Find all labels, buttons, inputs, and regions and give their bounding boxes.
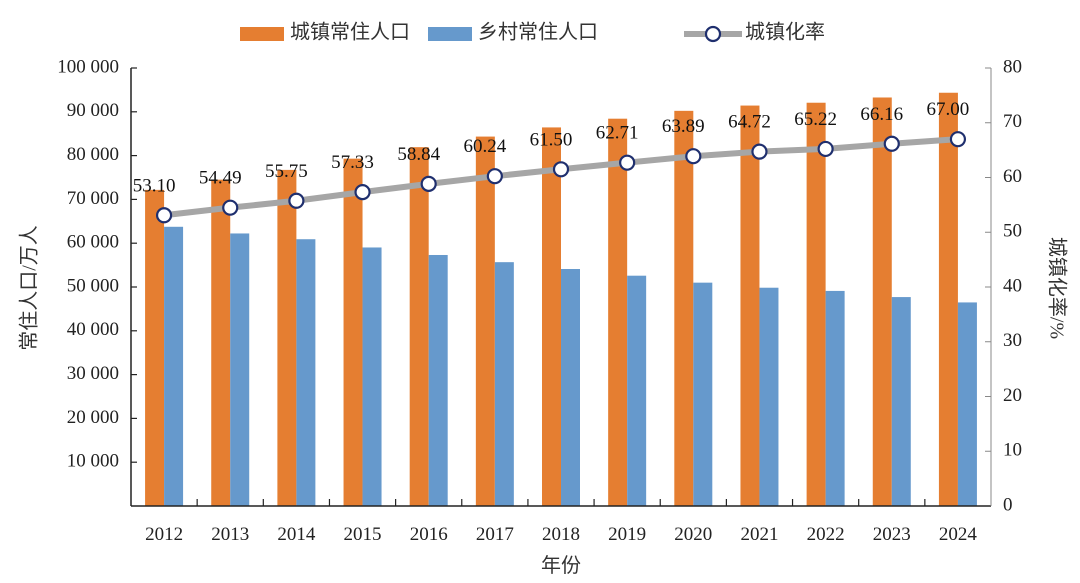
- y-tick-label: 30 000: [67, 363, 119, 384]
- data-label-2017: 60.24: [463, 136, 506, 157]
- line-series: [155, 131, 967, 224]
- data-label-2023: 66.16: [860, 104, 903, 125]
- y-tick-label: 60 000: [67, 232, 119, 253]
- x-tick-label: 2012: [145, 524, 183, 545]
- legend-marker-rate: [704, 25, 722, 43]
- data-label-2022: 65.22: [794, 109, 837, 130]
- bar-urban-2023: [872, 97, 892, 506]
- y-tick-label: 20 000: [67, 407, 119, 428]
- bar-rural-2024: [957, 302, 977, 506]
- x-tick-label: 2023: [873, 524, 911, 545]
- marker-2015: [354, 184, 371, 201]
- data-label-2014: 55.75: [265, 161, 308, 182]
- x-tick-label: 2018: [542, 524, 580, 545]
- bar-rural-2018: [561, 269, 580, 506]
- x-tick-label: 2015: [344, 524, 382, 545]
- y2-tick-label: 80: [1003, 56, 1022, 77]
- legend-swatch-urban: [240, 27, 284, 41]
- x-tick-label: 2017: [476, 524, 514, 545]
- marker-2013: [222, 199, 239, 216]
- bar-urban-2021: [740, 105, 760, 506]
- legend-label-rural: 乡村常住人口: [478, 21, 598, 44]
- bar-urban-2024: [938, 92, 958, 506]
- bar-urban-2013: [211, 179, 231, 506]
- x-tick-label: 2020: [674, 524, 712, 545]
- marker-2019: [619, 154, 636, 171]
- y-tick-label: 70 000: [67, 188, 119, 209]
- marker-2018: [552, 161, 570, 178]
- data-label-2024: 67.00: [927, 99, 970, 120]
- bar-rural-2021: [759, 287, 779, 506]
- bar-rural-2023: [891, 297, 911, 506]
- marker-2012: [155, 207, 173, 224]
- marker-2014: [288, 192, 305, 209]
- y2-tick-label: 50: [1003, 221, 1022, 242]
- y2-tick-label: 10: [1003, 440, 1022, 461]
- x-tick-label: 2022: [807, 524, 845, 545]
- data-labels: 53.10 54.49 55.75 57.33 58.84 60.24 61.50 62.71…: [133, 99, 970, 196]
- bar-rural-2012: [164, 226, 184, 506]
- legend-label-urban: 城镇常住人口: [290, 21, 410, 44]
- x-tick-label: 2021: [740, 524, 778, 545]
- data-label-2020: 63.89: [662, 116, 705, 137]
- data-label-2021: 64.72: [728, 112, 771, 133]
- bar-urban-2014: [277, 169, 297, 506]
- y-tick-label: 10 000: [67, 451, 119, 472]
- marker-2024: [949, 131, 967, 148]
- bar-urban-2020: [674, 110, 694, 507]
- data-label-2013: 54.49: [199, 168, 242, 189]
- x-tick-label: 2014: [277, 524, 316, 545]
- bar-urban-2017: [475, 136, 495, 506]
- bar-urban-2012: [145, 189, 165, 506]
- y-tick-label: 80 000: [67, 144, 119, 165]
- y-tick-label: 100 000: [57, 56, 119, 77]
- y2-axis-title: 城镇化率/%: [1045, 237, 1068, 339]
- marker-2021: [751, 143, 768, 160]
- marker-2022: [817, 140, 834, 158]
- y2-tick-label: 60: [1003, 166, 1022, 187]
- data-label-2016: 58.84: [397, 144, 440, 165]
- y2-tick-label: 0: [1003, 494, 1013, 515]
- bars: [145, 92, 977, 507]
- bar-urban-2015: [343, 158, 363, 507]
- legend-swatch-rural: [428, 27, 472, 41]
- x-tick-label: 2024: [939, 524, 978, 545]
- y2-tick-label: 30: [1003, 330, 1022, 351]
- bar-urban-2016: [409, 147, 429, 506]
- marker-2016: [420, 175, 437, 192]
- bar-rural-2017: [494, 262, 514, 506]
- x-axis-title: 年份: [541, 554, 581, 577]
- x-tick-label: 2019: [608, 524, 646, 545]
- bar-rural-2015: [362, 247, 382, 506]
- bar-rural-2019: [627, 275, 647, 506]
- bar-urban-2019: [608, 118, 628, 506]
- data-label-2018: 61.50: [530, 129, 573, 150]
- data-label-2012: 53.10: [133, 175, 176, 196]
- y-axis-title: 常住人口/万人: [18, 225, 41, 351]
- bar-urban-2022: [806, 102, 826, 507]
- data-label-2019: 62.71: [596, 123, 639, 144]
- marker-2020: [685, 148, 702, 165]
- y2-tick-label: 20: [1003, 385, 1022, 406]
- bar-rural-2014: [296, 239, 316, 506]
- y-tick-label: 40 000: [67, 319, 119, 340]
- bar-rural-2016: [428, 254, 448, 506]
- bar-urban-2018: [542, 127, 561, 506]
- bar-rural-2020: [693, 282, 713, 506]
- data-label-2015: 57.33: [331, 152, 374, 173]
- y2-tick-label: 40: [1003, 275, 1022, 296]
- x-tick-label: 2016: [410, 524, 448, 545]
- marker-2017: [486, 168, 503, 185]
- y-tick-label: 90 000: [67, 100, 119, 121]
- y2-tick-label: 70: [1003, 111, 1022, 132]
- bar-rural-2013: [230, 233, 250, 507]
- axes: 10 000 20 000 30 000 40 000 50 000 60 000 70 0…: [57, 56, 1022, 545]
- x-tick-label: 2013: [211, 524, 249, 545]
- marker-2023: [883, 135, 900, 152]
- y-tick-label: 50 000: [67, 275, 119, 296]
- legend-label-rate: 城镇化率: [745, 21, 825, 44]
- legend: 城镇常住人口 乡村常住人口 城镇化率: [240, 21, 825, 44]
- bar-rural-2022: [825, 290, 845, 506]
